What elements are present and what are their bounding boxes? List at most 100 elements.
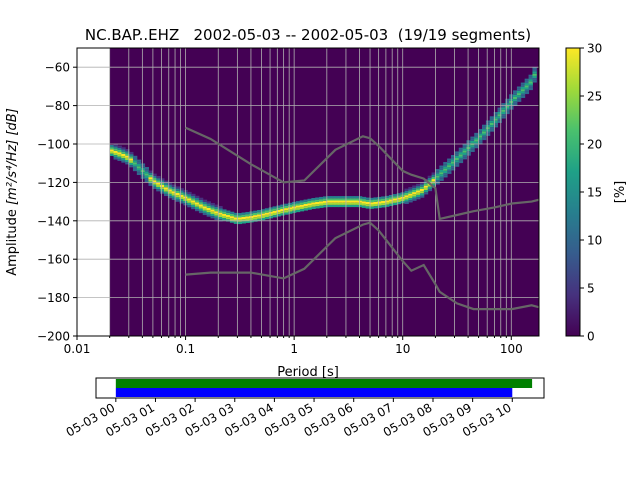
heatmap-cell [233, 215, 239, 218]
heatmap-cell [396, 193, 402, 196]
heatmap-cell [450, 161, 456, 164]
heatmap-cell [435, 171, 440, 174]
heatmap-cell [528, 76, 533, 80]
heatmap-cell [513, 103, 518, 106]
heatmap-cell [319, 205, 324, 208]
heatmap-cell [501, 111, 506, 115]
heatmap-cell [280, 213, 285, 216]
heatmap-cell [462, 154, 467, 158]
heatmap-cell [179, 190, 184, 193]
heatmap-cell [365, 204, 371, 207]
heatmap-cell [175, 188, 180, 191]
heatmap-cell [307, 205, 312, 208]
heatmap-cell [264, 212, 270, 215]
heatmap-cell [404, 197, 409, 200]
colorbar-tick-label: 15 [587, 186, 602, 200]
heatmap-cell [160, 184, 165, 188]
heatmap-cell [303, 203, 308, 207]
heatmap-cell [202, 204, 208, 207]
heatmap-cell [350, 202, 355, 205]
heatmap-cell [431, 172, 436, 175]
heatmap-cell [427, 177, 433, 181]
heatmap-cell [489, 120, 495, 123]
heatmap-cell [319, 201, 324, 204]
heatmap-cell [419, 186, 425, 189]
heatmap-cell [276, 205, 281, 208]
heatmap-cell [330, 204, 336, 208]
heatmap-cell [439, 174, 444, 177]
heatmap-cell [322, 196, 328, 199]
heatmap-cell [408, 191, 413, 194]
heatmap-cell [218, 217, 223, 220]
y-axis-label: Amplitude [m²/s⁴/Hz] [dB] [5, 108, 20, 276]
heatmap-cell [226, 214, 231, 218]
heatmap-cell [179, 188, 184, 191]
heatmap-cell [528, 85, 533, 88]
heatmap-cell [520, 93, 526, 96]
heatmap-cell [392, 196, 398, 199]
x-tick-label: 0.1 [176, 342, 195, 356]
heatmap-cell [357, 198, 363, 201]
heatmap-cell [338, 200, 343, 203]
heatmap-cell [346, 198, 351, 201]
heatmap-cell [478, 135, 483, 138]
heatmap-cell [260, 213, 266, 216]
heatmap-cell [136, 159, 142, 162]
heatmap-cell [334, 202, 340, 205]
heatmap-cell [532, 67, 537, 70]
heatmap-cell [470, 136, 475, 139]
heatmap-cell [160, 180, 165, 183]
heatmap-cell [264, 210, 270, 213]
heatmap-cell [117, 156, 122, 159]
heatmap-cell [520, 89, 526, 92]
heatmap-cell [478, 131, 483, 134]
heatmap-cell [381, 200, 386, 204]
heatmap-cell [443, 162, 448, 165]
heatmap-cell [447, 171, 452, 174]
heatmap-cell [109, 151, 115, 154]
heatmap-cell [264, 217, 270, 220]
heatmap-cell [524, 91, 530, 95]
heatmap-cell [229, 213, 235, 217]
heatmap-cell [136, 161, 142, 165]
heatmap-cell [195, 204, 200, 207]
heatmap-cell [233, 212, 239, 216]
heatmap-cell [272, 212, 277, 216]
heatmap-cell [253, 217, 258, 220]
heatmap-cell [466, 144, 471, 147]
heatmap-cell [513, 99, 518, 102]
heatmap-cell [311, 198, 316, 201]
heatmap-cell [485, 127, 491, 130]
heatmap-cell [532, 80, 537, 83]
heatmap-cell [458, 152, 464, 155]
heatmap-cell [272, 215, 277, 218]
heatmap-cell [381, 196, 386, 199]
heatmap-cell [113, 157, 118, 160]
heatmap-cell [136, 168, 142, 171]
heatmap-cell [121, 147, 126, 150]
heatmap-cell [113, 150, 118, 153]
heatmap-cell [284, 212, 289, 215]
heatmap-cell [485, 133, 491, 136]
heatmap-cell [505, 111, 510, 115]
heatmap-cell [125, 153, 130, 156]
heatmap-cell [284, 210, 289, 213]
heatmap-cell [148, 170, 153, 173]
heatmap-cell [163, 185, 169, 188]
heatmap-cell [458, 147, 464, 150]
heatmap-cell [226, 212, 231, 215]
heatmap-cell [520, 84, 526, 87]
heatmap-cell [152, 173, 157, 176]
heatmap-cell [268, 216, 274, 219]
heatmap-cell [315, 199, 320, 202]
heatmap-cell [501, 103, 506, 106]
heatmap-cell [330, 198, 336, 201]
timeline-bars [115, 379, 533, 397]
heatmap-cell [435, 182, 440, 185]
heatmap-cell [260, 215, 266, 218]
heatmap-cell [284, 203, 289, 206]
heatmap-cell [167, 182, 173, 186]
heatmap-cell [369, 200, 374, 203]
heatmap-cell [113, 155, 118, 158]
heatmap-cell [439, 176, 444, 179]
